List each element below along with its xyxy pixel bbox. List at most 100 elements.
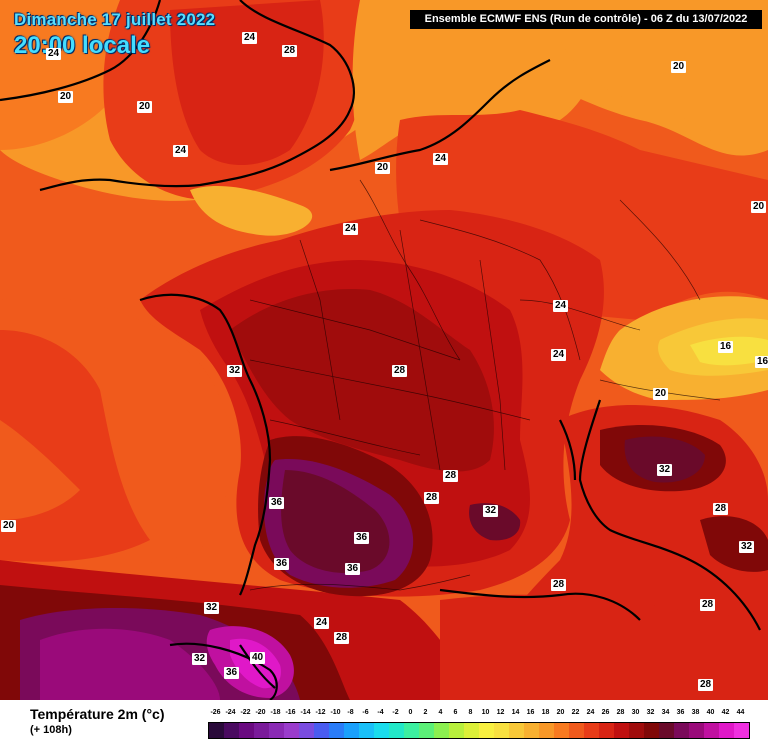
legend-swatch (464, 723, 479, 738)
legend-title: Température 2m (°c) (30, 706, 165, 722)
legend-tick-label: -26 (210, 709, 221, 716)
legend-tick-label: 34 (661, 709, 670, 716)
iso-label: 28 (713, 503, 729, 515)
legend-tick-label: 36 (676, 709, 685, 716)
legend-tick-label: 10 (481, 709, 490, 716)
legend-tick-label: 22 (571, 709, 580, 716)
legend-tick-label: 30 (631, 709, 640, 716)
legend-tick-label: -14 (300, 709, 311, 716)
iso-label: 36 (354, 532, 370, 544)
iso-label: 24 (553, 300, 569, 312)
legend-tick-label: -12 (315, 709, 326, 716)
legend-swatch (344, 723, 359, 738)
iso-label: 32 (204, 602, 220, 614)
legend-swatch (584, 723, 599, 738)
legend-tick-label: 4 (438, 709, 443, 716)
legend: Température 2m (°c) (+ 108h) -26 -24 -22 -2… (0, 700, 768, 742)
legend-tick-label: 12 (496, 709, 505, 716)
legend-swatch (629, 723, 644, 738)
legend-tick-label: -18 (270, 709, 281, 716)
legend-tick-label: -2 (392, 709, 399, 716)
legend-swatch (569, 723, 584, 738)
legend-swatch (479, 723, 494, 738)
iso-label: 28 (392, 365, 408, 377)
legend-swatch (554, 723, 569, 738)
legend-swatch (614, 723, 629, 738)
field-med-red (440, 594, 768, 700)
iso-label: 20 (375, 162, 391, 174)
legend-colorbar (208, 722, 750, 739)
iso-label: 16 (718, 341, 734, 353)
field-rhone-32 (469, 503, 521, 541)
iso-label: 40 (250, 652, 266, 664)
iso-label: 36 (224, 667, 240, 679)
iso-label: 20 (137, 101, 153, 113)
legend-swatch (449, 723, 464, 738)
iso-label: 28 (551, 579, 567, 591)
legend-tick-label: 24 (586, 709, 595, 716)
forecast-hour: 20:00 locale (14, 32, 151, 59)
legend-swatch (509, 723, 524, 738)
legend-tick-label: 20 (556, 709, 565, 716)
iso-label: 28 (424, 492, 440, 504)
iso-label: 20 (751, 201, 767, 213)
run-info: Ensemble ECMWF ENS (Run de contrôle) - 0… (410, 10, 762, 29)
iso-label: 20 (1, 520, 17, 532)
iso-label: 24 (343, 223, 359, 235)
iso-label: 24 (242, 32, 258, 44)
iso-label: 32 (192, 653, 208, 665)
legend-tick-label: -10 (330, 709, 341, 716)
legend-tick-label: 44 (736, 709, 745, 716)
legend-swatch (419, 723, 434, 738)
legend-swatch (374, 723, 389, 738)
legend-tick-label: -22 (240, 709, 251, 716)
iso-label: 16 (755, 356, 768, 368)
iso-label: 28 (282, 45, 298, 57)
field-30-32-france (230, 289, 494, 472)
legend-swatch (389, 723, 404, 738)
field-corsica-dark (700, 516, 768, 572)
legend-tick-label: 40 (706, 709, 715, 716)
legend-swatch (659, 723, 674, 738)
legend-lead-time: (+ 108h) (30, 724, 72, 736)
field-18-20-channel (190, 185, 313, 236)
borders (249, 179, 721, 591)
legend-swatch (434, 723, 449, 738)
iso-label: 32 (227, 365, 243, 377)
iso-label: 24 (173, 145, 189, 157)
iso-label: 32 (739, 541, 755, 553)
iso-label: 20 (653, 388, 669, 400)
field-italy-core (624, 436, 705, 483)
iso-label: 36 (345, 563, 361, 575)
iso-label: 28 (700, 599, 716, 611)
legend-swatch (329, 723, 344, 738)
legend-tick-label: 28 (616, 709, 625, 716)
legend-tick-label: 8 (468, 709, 473, 716)
iso-label: 28 (443, 470, 459, 482)
iso-label: 20 (58, 91, 74, 103)
legend-swatch (539, 723, 554, 738)
legend-swatch (704, 723, 719, 738)
field-aquitaine-core (281, 470, 390, 574)
legend-swatch (299, 723, 314, 738)
iso-label: 24 (551, 349, 567, 361)
legend-tick-label: -24 (225, 709, 236, 716)
legend-swatch (494, 723, 509, 738)
legend-tick-label: -8 (347, 709, 354, 716)
legend-swatch (524, 723, 539, 738)
iso-label: 24 (46, 48, 62, 60)
legend-ticks: -26 -24 -22 -20 -18 -16 -14 -12 -10 -8 -6 -4 -2 0 2 4 6 8… (208, 709, 748, 719)
legend-swatch (239, 723, 254, 738)
legend-tick-label: 0 (408, 709, 413, 716)
legend-tick-label: -20 (255, 709, 266, 716)
legend-swatch (314, 723, 329, 738)
legend-tick-label: 26 (601, 709, 610, 716)
coastlines (0, 0, 761, 700)
iso-label: 32 (483, 505, 499, 517)
iso-label: 36 (274, 558, 290, 570)
legend-tick-label: 32 (646, 709, 655, 716)
legend-swatch (674, 723, 689, 738)
legend-swatch (284, 723, 299, 738)
legend-swatch (269, 723, 284, 738)
legend-tick-label: 14 (511, 709, 520, 716)
